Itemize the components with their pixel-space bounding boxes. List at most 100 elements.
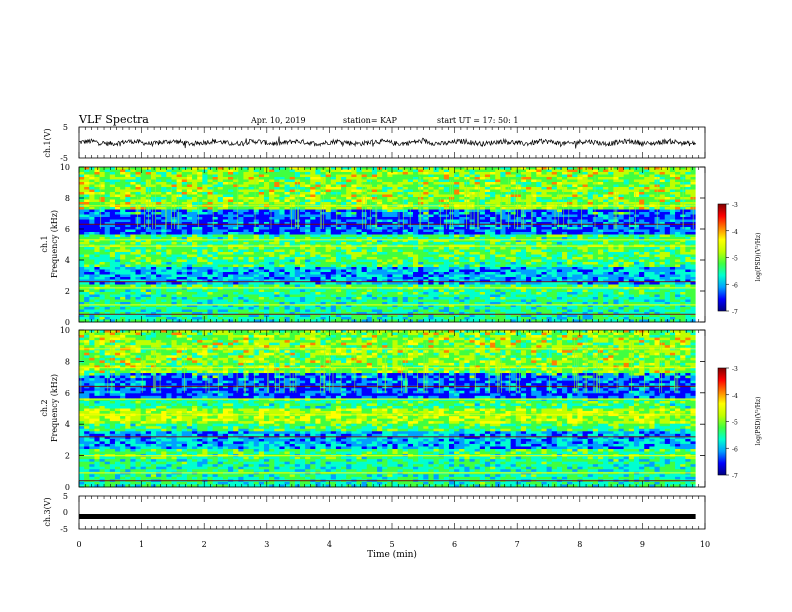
spectrogram-cell [526,237,532,240]
spectrogram-cell [474,172,481,175]
spectrogram-cell [469,247,476,250]
spectrogram-cell [474,249,481,253]
spectrogram-cell [659,174,666,178]
spectrogram-cell [464,197,470,200]
spectrogram-cell [89,229,95,233]
spectrogram-cell [238,217,244,220]
spectrogram-cell [448,187,455,190]
spectrogram-cell [675,239,681,243]
spectrogram-cell [402,269,409,273]
spectrogram-cell [536,219,542,223]
spectrogram-cell [438,202,445,205]
spectrogram-cell [289,224,296,228]
spectrogram-cell [305,237,311,240]
spectrogram-cell [387,217,393,220]
spectrogram-cell [623,182,630,185]
spectrogram-cell [567,259,573,263]
spectrogram-cell [243,179,249,183]
spectrogram-cell [263,217,270,220]
spectrogram-cell [387,169,393,173]
spectrogram-cell [618,187,625,190]
spectrogram-cell [536,229,542,233]
spectrogram-cell [644,259,650,263]
spectrogram-cell [633,249,640,253]
spectrogram-cell [387,172,393,175]
spectrogram-cell [94,179,100,183]
spectrogram-cell [248,214,255,218]
spectrogram-cell [654,262,661,265]
spectrogram-cell [171,197,178,200]
spectrogram-cell [387,202,393,205]
spectrogram-cell [582,172,589,175]
spectrogram-cell [217,219,224,223]
spectrogram-cell [392,202,398,205]
spectrogram-cell [310,179,316,183]
spectrogram-cell [680,254,686,258]
spectrogram-cell [690,174,697,178]
spectrogram-cell [407,219,414,223]
spectrogram-cell [495,167,501,170]
spectrogram-cell [243,219,249,223]
spectrogram-cell [371,264,378,268]
spectrogram-cell [428,247,434,250]
spectrogram-cell [484,254,491,258]
spectrogram-cell [392,209,398,213]
spectrogram-cell [623,219,630,223]
spectrogram-cell [572,187,578,190]
spectrogram-cell [592,189,599,193]
spectrogram-cell [104,172,111,175]
spectrogram-cell [520,192,527,195]
spectrogram-cell [685,232,691,235]
spectrogram-cell [145,247,152,250]
spectrogram-cell [274,187,280,190]
spectrogram-cell [233,219,239,223]
spectrogram-cell [448,174,455,178]
spectrogram-cell [633,212,640,215]
spectrogram-cell [664,224,671,228]
spectrogram-cell [371,184,378,188]
spectrogram-cell [79,167,85,170]
spectrogram-cell [490,254,496,258]
spectrogram-cell [618,259,625,263]
spectrogram-cell [428,167,434,170]
spectrogram-cell [644,179,650,183]
spectrogram-cell [484,172,491,175]
spectrogram-cell [156,182,162,185]
spectrogram-cell [114,259,121,263]
spectrogram-cell [520,232,527,235]
spectrogram-cell [577,267,583,270]
spectrogram-cell [197,232,203,235]
spectrogram-cell [623,214,630,218]
spectrogram-cell [659,169,666,173]
spectrogram-cell [639,229,645,233]
spectrogram-cell [443,247,450,250]
spectrogram-cell [238,187,244,190]
spectrogram-cell [644,194,650,198]
spectrogram-cell [592,254,599,258]
spectrogram-cell [207,264,213,268]
spectrogram-cell [664,184,671,188]
spectrogram-cell [330,239,337,243]
spectrogram-cell [495,214,501,218]
spectrogram-cell [253,237,260,240]
spectrogram-cell [212,247,219,250]
spectrogram-cell [356,222,363,225]
spectrogram-cell [176,259,183,263]
spectrogram-cell [556,199,563,203]
spectrogram-cell [114,184,121,188]
spectrogram-cell [484,174,491,178]
spectrogram-cell [377,174,383,178]
spectrogram-cell [413,254,419,258]
spectrogram-cell [166,202,172,205]
spectrogram-cell [474,234,481,238]
spectrogram-cell [94,229,100,233]
spectrogram-cell [366,192,373,195]
spectrogram-cell [217,172,224,175]
spectrogram-cell [346,234,352,238]
spectrogram-cell [582,249,589,253]
spectrogram-cell [495,182,501,185]
spectrogram-cell [541,194,547,198]
spectrogram-cell [109,214,116,218]
spectrogram-cell [156,224,162,228]
spectrogram-cell [685,197,691,200]
